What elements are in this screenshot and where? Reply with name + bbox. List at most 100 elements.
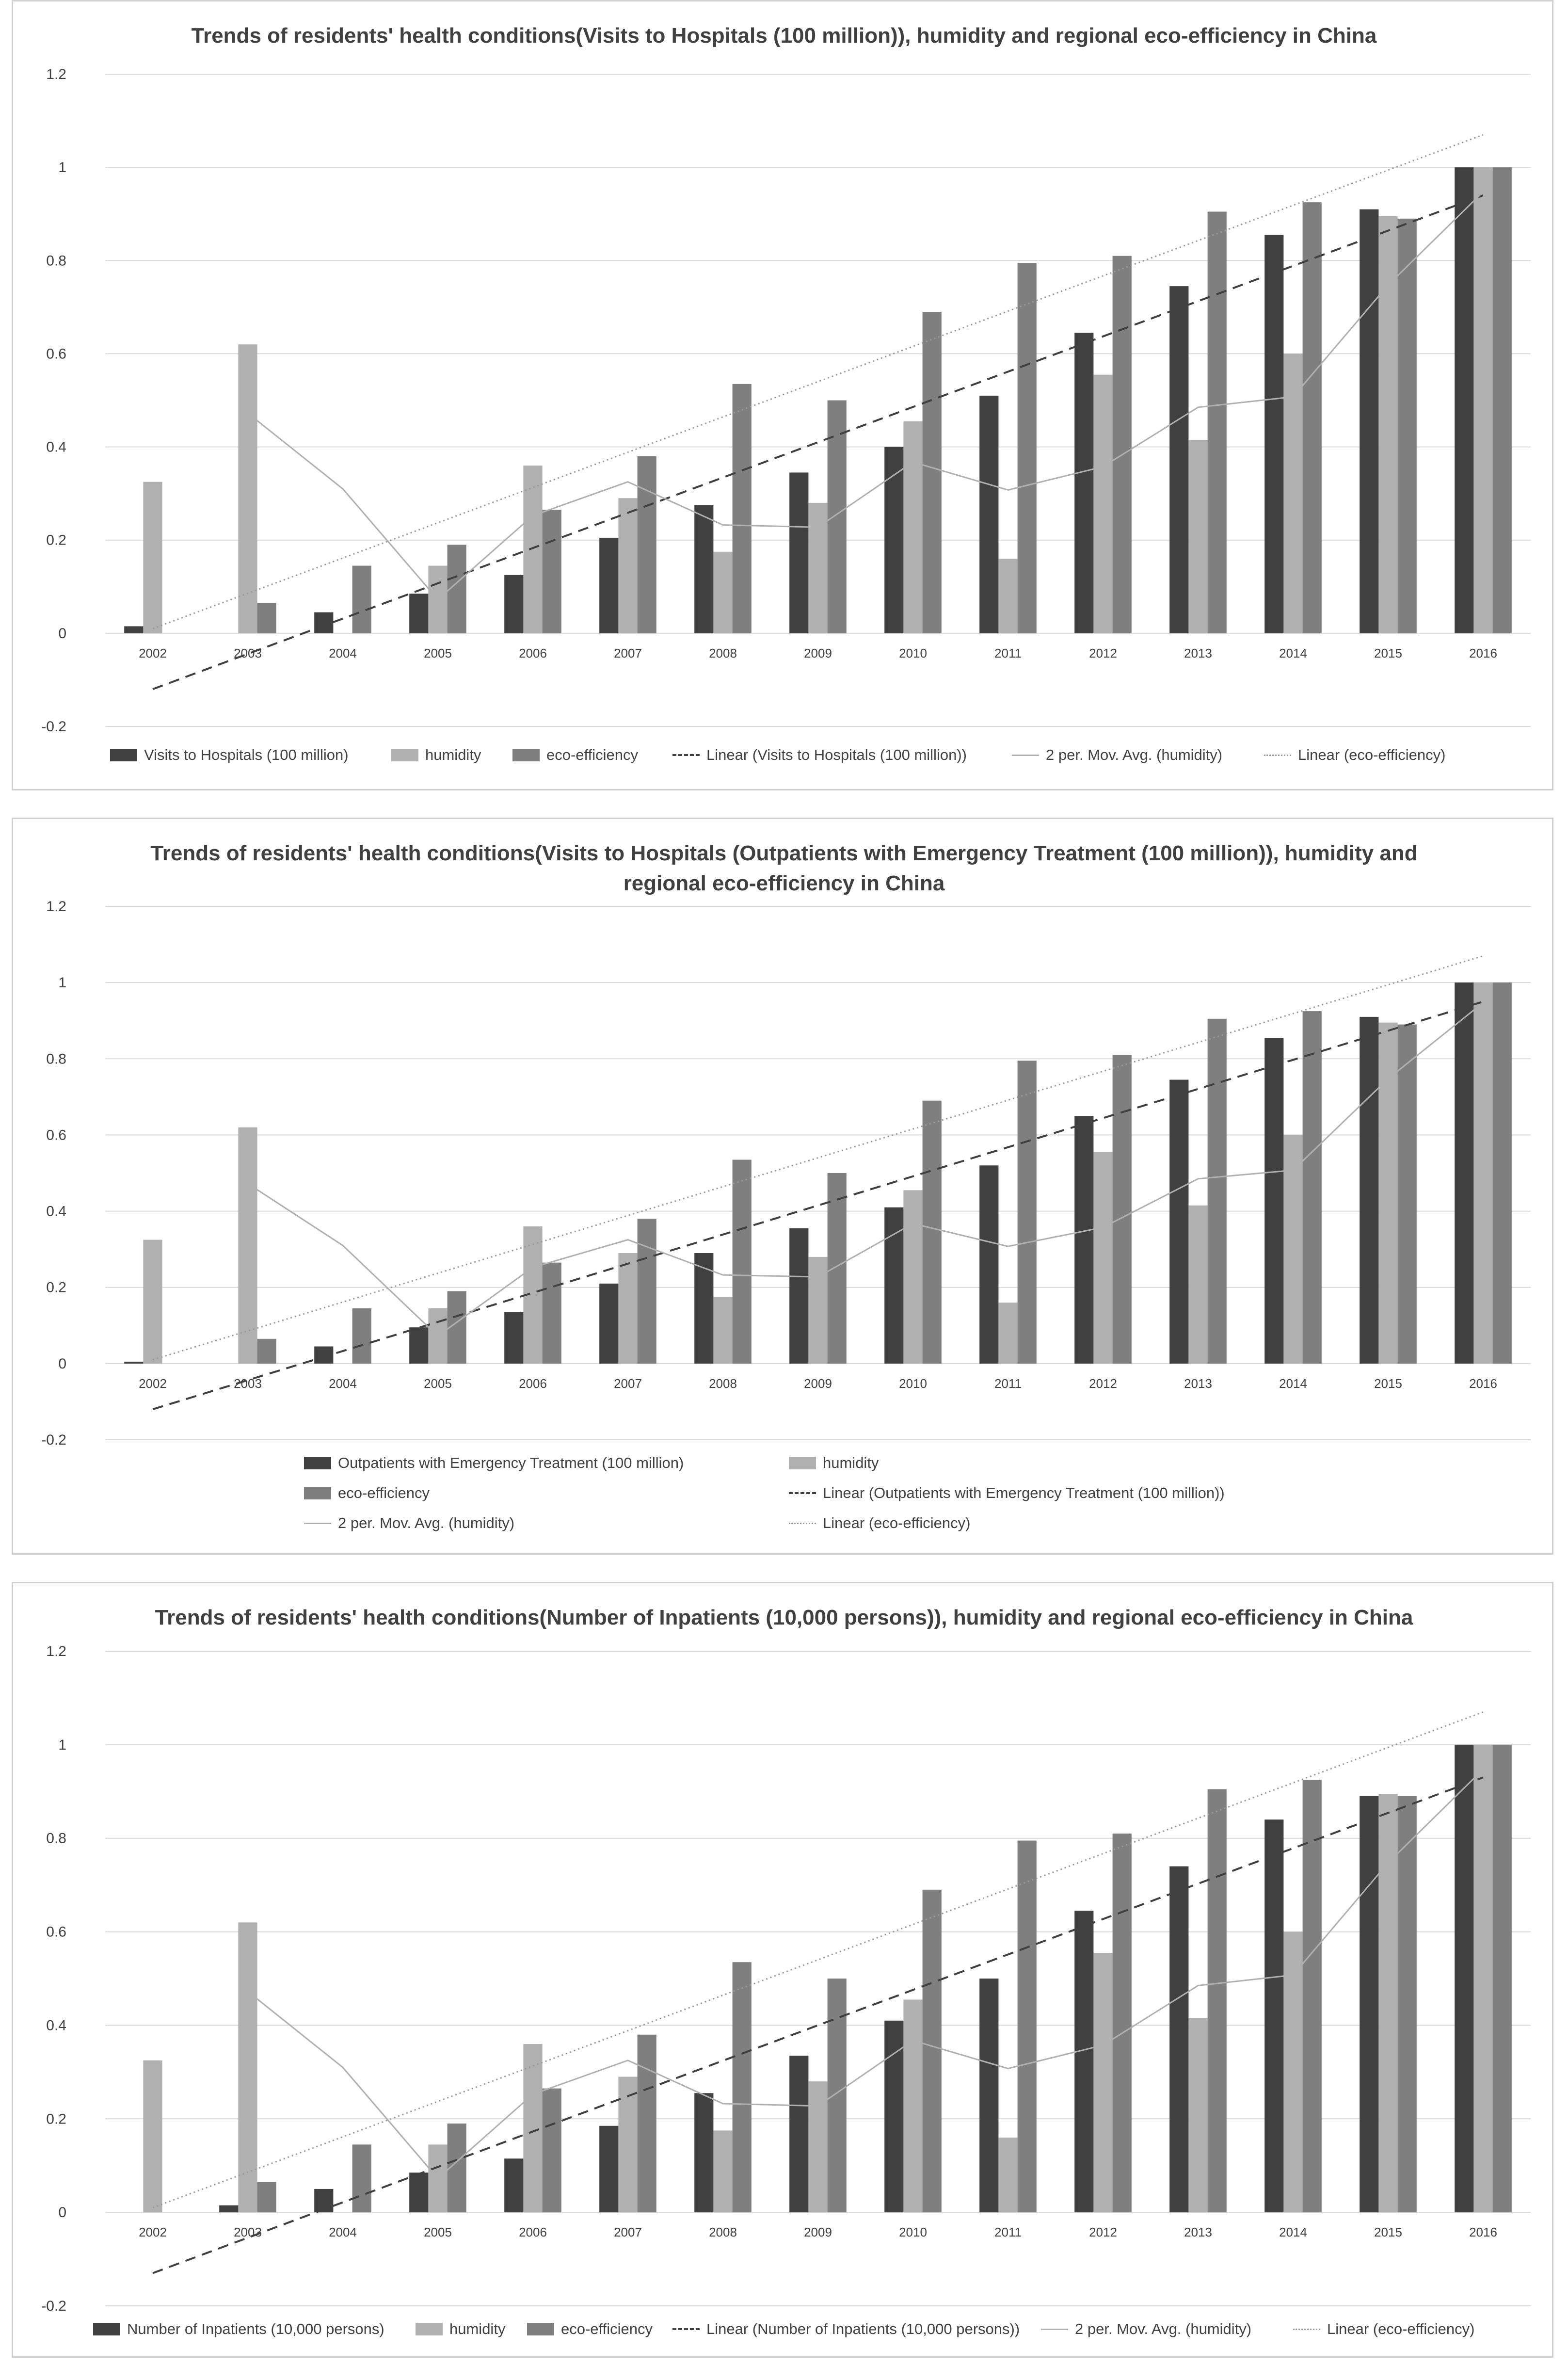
bar-health[interactable] bbox=[1169, 1079, 1189, 1364]
bar-eco-efficiency[interactable] bbox=[1302, 202, 1322, 633]
bar-humidity[interactable] bbox=[1473, 982, 1493, 1364]
bar-health[interactable] bbox=[124, 626, 144, 633]
bar-eco-efficiency[interactable] bbox=[732, 384, 752, 633]
bar-humidity[interactable] bbox=[1188, 1205, 1208, 1364]
bar-health[interactable] bbox=[1455, 167, 1474, 633]
bar-humidity[interactable] bbox=[808, 1256, 828, 1364]
bar-humidity[interactable] bbox=[998, 1303, 1018, 1364]
bar-health[interactable] bbox=[409, 2173, 429, 2213]
bar-humidity[interactable] bbox=[1093, 374, 1113, 633]
bar-humidity[interactable] bbox=[998, 559, 1018, 633]
bar-eco-efficiency[interactable] bbox=[257, 2182, 276, 2213]
bar-health[interactable] bbox=[599, 1283, 619, 1364]
bar-eco-efficiency[interactable] bbox=[1492, 167, 1512, 633]
legend-item-linear-inpatients[interactable]: Linear (Number of Inpatients (10,000 per… bbox=[672, 2320, 1020, 2338]
bar-health[interactable] bbox=[504, 2158, 524, 2213]
bar-humidity[interactable] bbox=[143, 482, 162, 633]
bar-health[interactable] bbox=[1264, 1819, 1284, 2213]
bar-health[interactable] bbox=[694, 1253, 714, 1364]
legend-item-linear-visits[interactable]: Linear (Visits to Hospitals (100 million… bbox=[672, 746, 967, 764]
bar-eco-efficiency[interactable] bbox=[922, 1889, 942, 2213]
bar-eco-efficiency[interactable] bbox=[1112, 256, 1132, 633]
bar-eco-efficiency[interactable] bbox=[1492, 1744, 1512, 2213]
bar-health[interactable] bbox=[979, 1165, 999, 1364]
legend-item-mov-avg[interactable]: 2 per. Mov. Avg. (humidity) bbox=[304, 1514, 514, 1532]
bar-health[interactable] bbox=[124, 1361, 144, 1364]
bar-health[interactable] bbox=[599, 2125, 619, 2213]
bar-eco-efficiency[interactable] bbox=[1017, 1061, 1037, 1364]
bar-eco-efficiency[interactable] bbox=[1302, 1011, 1322, 1364]
bar-health[interactable] bbox=[504, 1312, 524, 1364]
bar-health[interactable] bbox=[1264, 1038, 1284, 1364]
bar-health[interactable] bbox=[1455, 982, 1474, 1364]
bar-eco-efficiency[interactable] bbox=[1112, 1055, 1132, 1364]
bar-humidity[interactable] bbox=[713, 1297, 733, 1364]
bar-humidity[interactable] bbox=[1093, 1952, 1113, 2213]
bar-eco-efficiency[interactable] bbox=[257, 1338, 276, 1364]
bar-health[interactable] bbox=[219, 2205, 239, 2213]
bar-eco-efficiency[interactable] bbox=[1492, 982, 1512, 1364]
bar-health[interactable] bbox=[1074, 333, 1094, 633]
legend-item-inpatients[interactable]: Number of Inpatients (10,000 persons) bbox=[93, 2320, 384, 2338]
bar-eco-efficiency[interactable] bbox=[922, 1100, 942, 1364]
bar-health[interactable] bbox=[1264, 235, 1284, 633]
legend-item-humidity[interactable]: humidity bbox=[391, 746, 481, 764]
bar-health[interactable] bbox=[409, 594, 429, 633]
bar-health[interactable] bbox=[1074, 1911, 1094, 2213]
bar-humidity[interactable] bbox=[1473, 167, 1493, 633]
bar-humidity[interactable] bbox=[998, 2137, 1018, 2213]
bar-eco-efficiency[interactable] bbox=[1017, 263, 1037, 633]
bar-humidity[interactable] bbox=[1283, 1135, 1303, 1364]
bar-humidity[interactable] bbox=[903, 1999, 923, 2213]
bar-health[interactable] bbox=[1455, 1744, 1474, 2213]
bar-humidity[interactable] bbox=[1473, 1744, 1493, 2213]
bar-health[interactable] bbox=[884, 447, 904, 633]
bar-health[interactable] bbox=[409, 1327, 429, 1364]
bar-eco-efficiency[interactable] bbox=[1397, 1024, 1417, 1364]
bar-eco-efficiency[interactable] bbox=[1397, 1796, 1417, 2213]
bar-eco-efficiency[interactable] bbox=[1397, 218, 1417, 633]
bar-eco-efficiency[interactable] bbox=[352, 565, 371, 633]
bar-eco-efficiency[interactable] bbox=[352, 1308, 371, 1364]
bar-health[interactable] bbox=[789, 1228, 809, 1364]
bar-health[interactable] bbox=[694, 505, 714, 633]
bar-humidity[interactable] bbox=[808, 2081, 828, 2213]
legend-item-visits[interactable]: Visits to Hospitals (100 million) bbox=[110, 746, 349, 764]
bar-health[interactable] bbox=[1169, 286, 1189, 633]
bar-health[interactable] bbox=[1360, 209, 1379, 633]
bar-humidity[interactable] bbox=[713, 551, 733, 633]
bar-humidity[interactable] bbox=[523, 2044, 543, 2213]
bar-humidity[interactable] bbox=[143, 1239, 162, 1364]
bar-eco-efficiency[interactable] bbox=[1207, 1789, 1227, 2213]
bar-humidity[interactable] bbox=[523, 466, 543, 633]
bar-health[interactable] bbox=[1360, 1796, 1379, 2213]
bar-eco-efficiency[interactable] bbox=[1207, 1018, 1227, 1364]
bar-health[interactable] bbox=[979, 395, 999, 633]
bar-eco-efficiency[interactable] bbox=[1207, 211, 1227, 633]
bar-eco-efficiency[interactable] bbox=[827, 1173, 847, 1364]
legend-item-eco[interactable]: eco-efficiency bbox=[527, 2320, 653, 2338]
bar-eco-efficiency[interactable] bbox=[542, 2088, 561, 2213]
legend-item-mov-avg[interactable]: 2 per. Mov. Avg. (humidity) bbox=[1012, 746, 1222, 764]
legend-item-linear-outpatients[interactable]: Linear (Outpatients with Emergency Treat… bbox=[789, 1484, 1225, 1502]
bar-health[interactable] bbox=[1360, 1016, 1379, 1364]
legend-item-linear-eco[interactable]: Linear (eco-efficiency) bbox=[1293, 2320, 1474, 2338]
bar-health[interactable] bbox=[1169, 1866, 1189, 2213]
bar-health[interactable] bbox=[314, 612, 334, 633]
legend-item-linear-eco[interactable]: Linear (eco-efficiency) bbox=[789, 1514, 970, 1532]
bar-humidity[interactable] bbox=[238, 1922, 257, 2213]
legend-item-humidity[interactable]: humidity bbox=[416, 2320, 505, 2338]
bar-humidity[interactable] bbox=[1188, 2018, 1208, 2213]
bar-humidity[interactable] bbox=[713, 2130, 733, 2213]
bar-eco-efficiency[interactable] bbox=[542, 1262, 561, 1364]
bar-eco-efficiency[interactable] bbox=[1017, 1840, 1037, 2213]
bar-health[interactable] bbox=[789, 2056, 809, 2213]
bar-eco-efficiency[interactable] bbox=[257, 603, 276, 633]
bar-eco-efficiency[interactable] bbox=[542, 510, 561, 633]
bar-humidity[interactable] bbox=[1188, 440, 1208, 633]
bar-humidity[interactable] bbox=[618, 2076, 638, 2213]
bar-eco-efficiency[interactable] bbox=[637, 2034, 656, 2213]
bar-humidity[interactable] bbox=[1283, 354, 1303, 633]
bar-humidity[interactable] bbox=[1093, 1152, 1113, 1364]
bar-humidity[interactable] bbox=[238, 344, 257, 633]
